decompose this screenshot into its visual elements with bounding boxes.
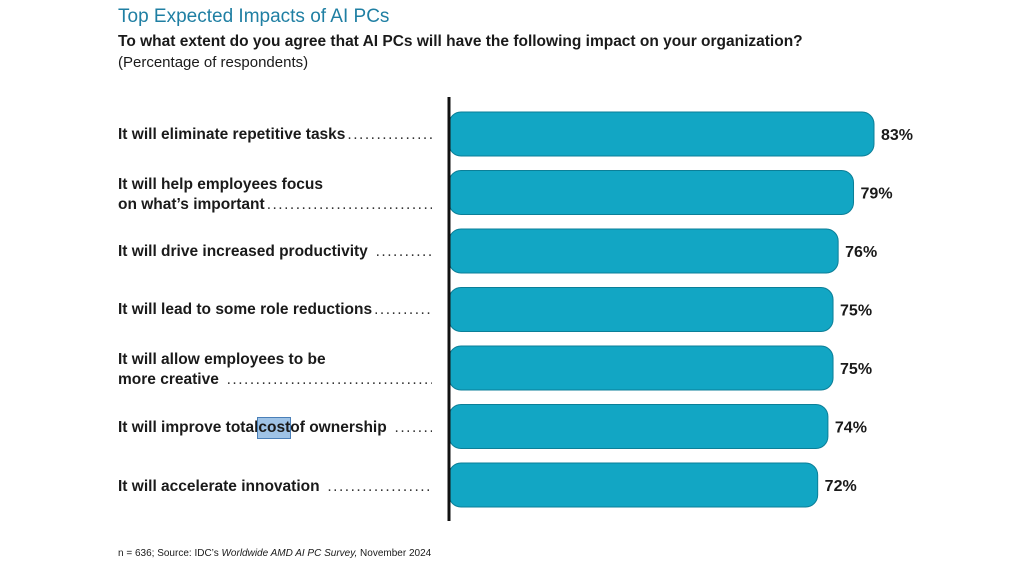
bar-value-label: 79%	[861, 186, 893, 203]
chart-footnote: n = 636; Source: IDC’s Worldwide AMD AI …	[118, 548, 432, 559]
category-label: It will accelerate innovation ..........…	[118, 478, 432, 495]
bar	[448, 462, 819, 508]
bar	[448, 345, 834, 391]
chart-title: Top Expected Impacts of AI PCs	[118, 6, 390, 27]
category-label: It will eliminate repetitive tasks......…	[118, 126, 432, 143]
category-label: It will drive increased productivity ...…	[118, 243, 432, 260]
chart-note: (Percentage of respondents)	[118, 54, 309, 71]
category-label: It will help employees focus on what’s i…	[118, 176, 432, 213]
category-label: It will lead to some role reductions....…	[118, 301, 432, 318]
bar	[448, 111, 875, 157]
bar	[448, 170, 855, 215]
bar-value-label: 75%	[840, 361, 872, 378]
bar-value-label: 75%	[840, 303, 872, 320]
bar-value-label: 74%	[835, 420, 867, 437]
bar-value-label: 83%	[881, 127, 913, 144]
chart-question: To what extent do you agree that AI PCs …	[118, 33, 803, 50]
text-selection-highlight[interactable]: cost	[257, 417, 292, 439]
bar	[448, 287, 834, 332]
category-label: It will allow employees to be more creat…	[118, 351, 432, 388]
bar	[448, 228, 839, 274]
category-label: It will improve total cost of ownership …	[118, 417, 432, 439]
bar-value-label: 76%	[845, 244, 877, 261]
bar	[448, 404, 829, 449]
bar-value-label: 72%	[825, 478, 857, 495]
